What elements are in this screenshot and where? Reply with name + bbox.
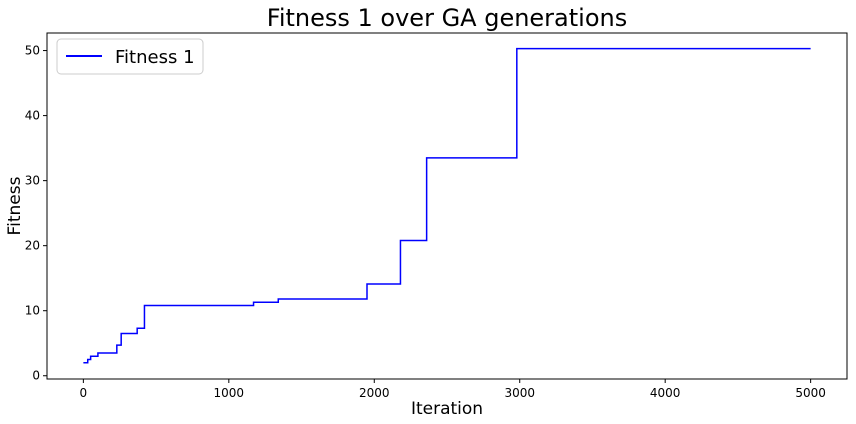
y-axis: 0 10 20 30 40 50 [25, 44, 47, 383]
x-tick-label: 2000 [359, 386, 390, 400]
plot-frame [46, 32, 848, 380]
x-tick-label: 1000 [214, 386, 245, 400]
y-tick-label: 40 [25, 109, 40, 123]
x-tick-label: 4000 [650, 386, 681, 400]
y-tick-label: 20 [25, 239, 40, 253]
chart-title: Fitness 1 over GA generations [267, 4, 627, 32]
legend: Fitness 1 [56, 38, 204, 75]
y-axis-label: Fitness [5, 176, 25, 235]
x-tick-label: 0 [80, 386, 88, 400]
y-tick-label: 50 [25, 44, 40, 58]
x-axis: 0 1000 2000 3000 4000 5000 [80, 379, 826, 400]
y-tick-label: 30 [25, 174, 40, 188]
legend-label: Fitness 1 [115, 47, 195, 68]
y-tick-label: 10 [25, 304, 40, 318]
series-line-0 [83, 47, 811, 364]
plot-area: 0 1000 2000 3000 4000 5000 0 10 20 30 40 50 [25, 32, 848, 400]
x-tick-label: 5000 [795, 386, 826, 400]
x-axis-label: Iteration [411, 399, 483, 419]
legend-box [56, 38, 204, 75]
series-layer [83, 47, 811, 364]
y-tick-label: 0 [32, 369, 40, 383]
x-tick-label: 3000 [504, 386, 535, 400]
